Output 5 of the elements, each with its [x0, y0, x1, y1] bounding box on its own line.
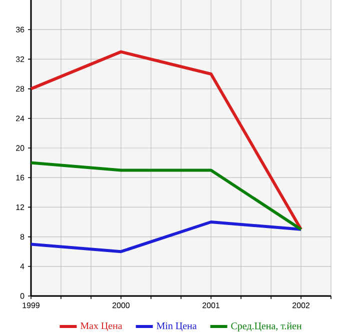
legend-label: Max Цена [80, 322, 122, 332]
line-series [30, 220, 303, 254]
legend-label: Сред.Цена, т.йен [231, 322, 302, 332]
line-series [30, 50, 303, 231]
legend-label: Min Цена [156, 322, 197, 332]
